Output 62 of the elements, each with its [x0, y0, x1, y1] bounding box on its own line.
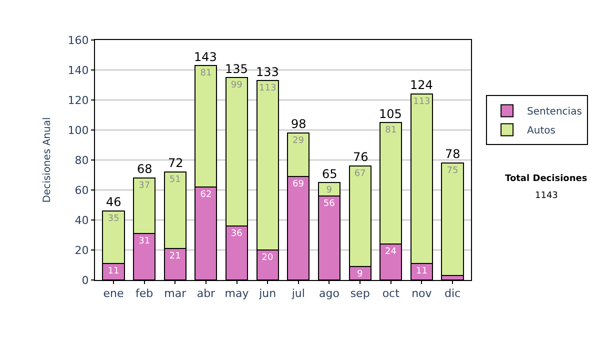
total-label: 46	[106, 195, 122, 209]
x-tick-label: dic	[444, 287, 461, 300]
data-label: 81	[200, 68, 212, 78]
x-tick-label: feb	[135, 287, 154, 300]
x-tick-label: jul	[290, 287, 305, 300]
data-label: 31	[138, 236, 150, 246]
legend-label: Autos	[527, 126, 556, 137]
data-label: 36	[230, 229, 243, 239]
text: 1143	[535, 191, 558, 201]
x-tick-label: nov	[412, 287, 432, 300]
data-label: 11	[416, 266, 428, 276]
bar	[441, 162, 464, 276]
total-label: 78	[445, 147, 460, 161]
total-label: 143	[194, 50, 217, 64]
data-label: 81	[385, 126, 397, 136]
data-label: 67	[354, 169, 366, 179]
y-tick-label: 40	[74, 214, 89, 227]
data-label: 11	[108, 266, 120, 276]
data-label: 99	[230, 80, 243, 90]
data-label: 37	[138, 181, 150, 191]
x-tick-label: ene	[103, 287, 124, 300]
x-tick-label: sep	[350, 287, 370, 300]
x-tick-label: oct	[382, 287, 400, 300]
y-tick-label: 0	[82, 274, 89, 287]
x-tick-label: jun	[258, 287, 276, 300]
total-label: 124	[410, 78, 433, 92]
data-label: 29	[292, 136, 304, 146]
data-label: 9	[326, 186, 332, 196]
data-label: 24	[385, 247, 397, 257]
total-label: 133	[256, 65, 279, 79]
y-tick-label: 80	[74, 154, 89, 167]
total-label: 68	[137, 162, 152, 176]
x-tick-label: may	[224, 287, 250, 300]
data-label: 75	[446, 166, 458, 176]
total-label: 72	[168, 156, 184, 170]
data-label: 62	[200, 190, 212, 200]
x-tick-label: abr	[196, 287, 216, 300]
total-label: 76	[353, 150, 368, 164]
data-label: 51	[169, 175, 181, 185]
total-label: 98	[291, 117, 306, 131]
y-tick-label: 100	[68, 124, 89, 137]
data-label: 9	[357, 270, 364, 280]
y-tick-label: 160	[68, 34, 89, 47]
y-tick-label: 140	[68, 64, 89, 77]
text: Total Decisiones	[505, 174, 588, 184]
y-tick-label: 120	[68, 94, 89, 107]
total-label: 65	[322, 167, 338, 181]
legend-label: Sentencias	[527, 106, 582, 118]
y-tick-label: 60	[74, 184, 89, 197]
data-label: 20	[262, 253, 274, 263]
x-tick-label: mar	[164, 287, 187, 300]
y-axis-title: Decisiones Anual	[42, 117, 53, 203]
data-label: 69	[292, 180, 304, 190]
data-label: 35	[108, 214, 120, 224]
data-label: 113	[258, 84, 276, 94]
data-label: 56	[323, 199, 336, 209]
total-label: 135	[225, 62, 248, 76]
total-label: 105	[379, 107, 402, 121]
x-tick-label: ago	[319, 287, 340, 300]
data-label: 21	[169, 252, 181, 262]
y-tick-label: 20	[74, 244, 89, 257]
data-label: 113	[413, 97, 430, 107]
